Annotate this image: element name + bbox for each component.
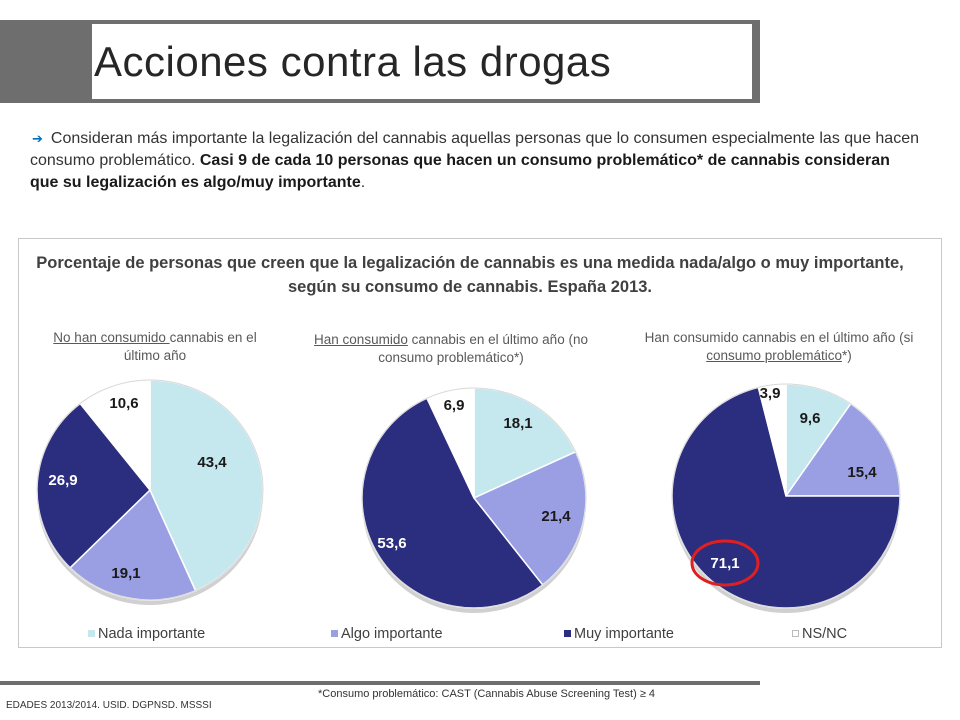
- page-title: Acciones contra las drogas: [92, 24, 752, 99]
- pie-edge: [36, 379, 264, 601]
- chart-title: Porcentaje de personas que creen que la …: [36, 254, 904, 296]
- pie-1: 18,1 21,4 53,6 6,9: [361, 387, 587, 613]
- pie-edge: [671, 383, 901, 609]
- legend-item-nada: Nada importante: [88, 626, 205, 642]
- subtitle-part: consumo problemático: [706, 348, 843, 363]
- chart-legend: Nada importante Algo importante Muy impo…: [88, 626, 888, 644]
- pie-edge: [361, 387, 587, 609]
- slice-value-label: 19,1: [111, 565, 140, 582]
- legend-swatch: [88, 630, 95, 637]
- slice-value-label: 6,9: [444, 397, 465, 414]
- arrow-right-icon: ➔: [32, 131, 43, 146]
- legend-label: Algo importante: [341, 626, 443, 642]
- intro-end: .: [360, 174, 366, 191]
- pie-2: 9,6 15,4 71,1 3,9: [671, 383, 901, 613]
- intro-bold: Casi 9 de cada 10 personas que hacen un …: [30, 152, 890, 191]
- slice-value-label: 3,9: [760, 385, 781, 402]
- source-note: EDADES 2013/2014. USID. DGPNSD. MSSSI: [6, 700, 212, 711]
- footer-line: [0, 681, 760, 685]
- slice-value-label: 18,1: [503, 415, 532, 432]
- footnote: *Consumo problemático: CAST (Cannabis Ab…: [318, 688, 656, 700]
- intro-normal: Consideran más importante la legalizació…: [30, 130, 919, 169]
- legend-item-muy: Muy importante: [564, 626, 674, 642]
- legend-swatch: [792, 630, 799, 637]
- pie-subtitle-no-consumo: No han consumido cannabis en el último a…: [36, 329, 274, 365]
- legend-swatch: [331, 630, 338, 637]
- legend-swatch: [564, 630, 571, 637]
- subtitle-part: No han consumido: [53, 330, 170, 345]
- pie-0: 43,4 19,1 26,9 10,6: [36, 379, 264, 605]
- subtitle-part: Han consumido: [314, 332, 408, 347]
- legend-label: NS/NC: [802, 626, 848, 642]
- pie-subtitle-consumo-problematico: Han consumido cannabis en el último año …: [628, 329, 930, 365]
- slice-value-label: 9,6: [800, 410, 821, 427]
- subtitle-part: Han consumido cannabis en el último año …: [644, 330, 914, 345]
- slice-value-label: 53,6: [377, 535, 406, 552]
- slice-value-label: 43,4: [197, 454, 227, 471]
- subtitle-part: cannabis en el último año (no consumo pr…: [378, 332, 588, 365]
- slice-value-label: 71,1: [710, 555, 739, 572]
- pie-subtitle-consumo-no-problematico: Han consumido cannabis en el último año …: [306, 331, 596, 367]
- legend-item-nsnc: NS/NC: [792, 626, 847, 642]
- slice-value-label: 21,4: [541, 508, 571, 525]
- slice-value-label: 15,4: [847, 464, 877, 481]
- subtitle-part: *): [842, 348, 852, 363]
- slice-value-label: 10,6: [109, 395, 138, 412]
- subtitle-part: cannabis en el último año: [123, 330, 257, 363]
- legend-label: Nada importante: [98, 626, 206, 642]
- legend-item-algo: Algo importante: [331, 626, 443, 642]
- highlight-circle: [690, 539, 760, 587]
- legend-label: Muy importante: [574, 626, 674, 642]
- slice-value-label: 26,9: [48, 472, 77, 489]
- intro-text: ➔ Consideran más importante la legalizaci…: [30, 128, 920, 194]
